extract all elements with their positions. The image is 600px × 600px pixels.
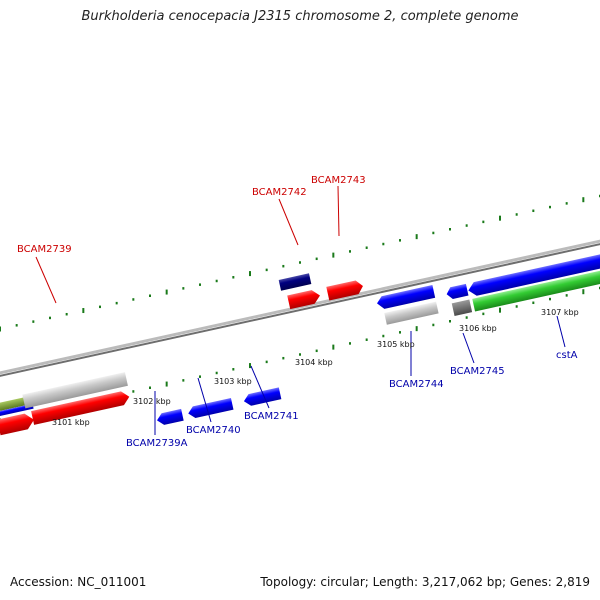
kbp-label: 3103 kbp [214,377,252,386]
kbp-label: 3102 kbp [133,397,171,406]
gene-bcam2741[interactable] [243,387,282,407]
label-bcam2743[interactable]: BCAM2743 [311,175,366,186]
gene-bcam2744-grey[interactable] [384,301,439,325]
label-bcam2744[interactable]: BCAM2744 [389,379,444,390]
gene-bcam2740[interactable] [187,397,234,419]
kbp-label: 3101 kbp [52,418,90,427]
gene-bcam2745-small[interactable] [445,283,469,300]
label-cstA[interactable]: cstA [556,350,578,361]
topology-text: Topology: circular; Length: 3,217,062 bp… [260,575,590,589]
label-bcam2739[interactable]: BCAM2739 [17,244,72,255]
gene-edge-blue[interactable] [0,403,34,417]
accession-text: Accession: NC_011001 [10,575,147,589]
gene-edge-red[interactable] [0,412,36,436]
label-bcam2739a[interactable]: BCAM2739A [126,438,188,449]
kbp-label: 3105 kbp [377,340,415,349]
label-bcam2741[interactable]: BCAM2741 [244,411,299,422]
gene-edge-olive[interactable] [0,395,33,412]
gene-bcam2739a[interactable] [156,408,184,426]
label-bcam2740[interactable]: BCAM2740 [186,425,241,436]
gene-bcam2739[interactable] [31,390,131,425]
gene-bcam2742-selected[interactable] [278,273,312,291]
gene-bcam2744[interactable] [376,285,436,310]
gene-bcam2745-dark[interactable] [451,299,473,317]
label-bcam2745[interactable]: BCAM2745 [450,366,505,377]
map-title: Burkholderia cenocepacia J2315 chromosom… [81,9,519,24]
kbp-label: 3104 kbp [295,358,333,367]
gene-labels: BCAM2739 BCAM2742 BCAM2743 BCAM2739A BCA… [17,175,578,449]
kbp-label: 3106 kbp [459,324,497,333]
kbp-scale-labels: 3101 kbp 3102 kbp 3103 kbp 3104 kbp 3105… [52,308,579,427]
gene-bcam2739-grey[interactable] [22,372,128,409]
gene-cstA[interactable] [467,250,600,297]
kbp-label: 3107 kbp [541,308,579,317]
gene-cstA-rna[interactable] [472,266,600,312]
gene-bcam2742[interactable] [287,289,321,310]
label-bcam2742[interactable]: BCAM2742 [252,187,307,198]
backbone [0,239,600,377]
gene-bcam2743[interactable] [326,279,364,301]
